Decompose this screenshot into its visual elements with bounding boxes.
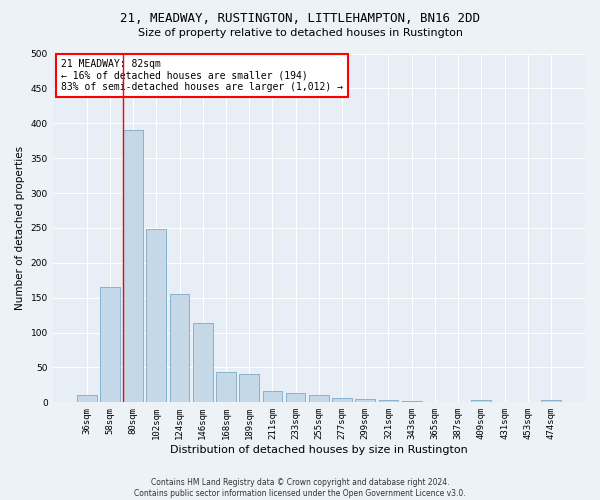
Bar bbox=[379, 400, 398, 402]
Bar bbox=[193, 324, 212, 402]
Bar bbox=[146, 230, 166, 402]
Bar bbox=[170, 294, 190, 403]
Text: 21, MEADWAY, RUSTINGTON, LITTLEHAMPTON, BN16 2DD: 21, MEADWAY, RUSTINGTON, LITTLEHAMPTON, … bbox=[120, 12, 480, 26]
Text: 21 MEADWAY: 82sqm
← 16% of detached houses are smaller (194)
83% of semi-detache: 21 MEADWAY: 82sqm ← 16% of detached hous… bbox=[61, 58, 343, 92]
Bar bbox=[355, 399, 375, 402]
Bar bbox=[239, 374, 259, 402]
Bar bbox=[77, 396, 97, 402]
Bar bbox=[541, 400, 561, 402]
Y-axis label: Number of detached properties: Number of detached properties bbox=[15, 146, 25, 310]
Text: Contains HM Land Registry data © Crown copyright and database right 2024.
Contai: Contains HM Land Registry data © Crown c… bbox=[134, 478, 466, 498]
X-axis label: Distribution of detached houses by size in Rustington: Distribution of detached houses by size … bbox=[170, 445, 468, 455]
Bar bbox=[309, 396, 329, 402]
Bar bbox=[286, 394, 305, 402]
Bar bbox=[263, 391, 282, 402]
Bar bbox=[123, 130, 143, 402]
Bar bbox=[216, 372, 236, 402]
Bar bbox=[402, 401, 422, 402]
Bar bbox=[472, 400, 491, 402]
Bar bbox=[100, 287, 120, 403]
Bar bbox=[332, 398, 352, 402]
Text: Size of property relative to detached houses in Rustington: Size of property relative to detached ho… bbox=[137, 28, 463, 38]
